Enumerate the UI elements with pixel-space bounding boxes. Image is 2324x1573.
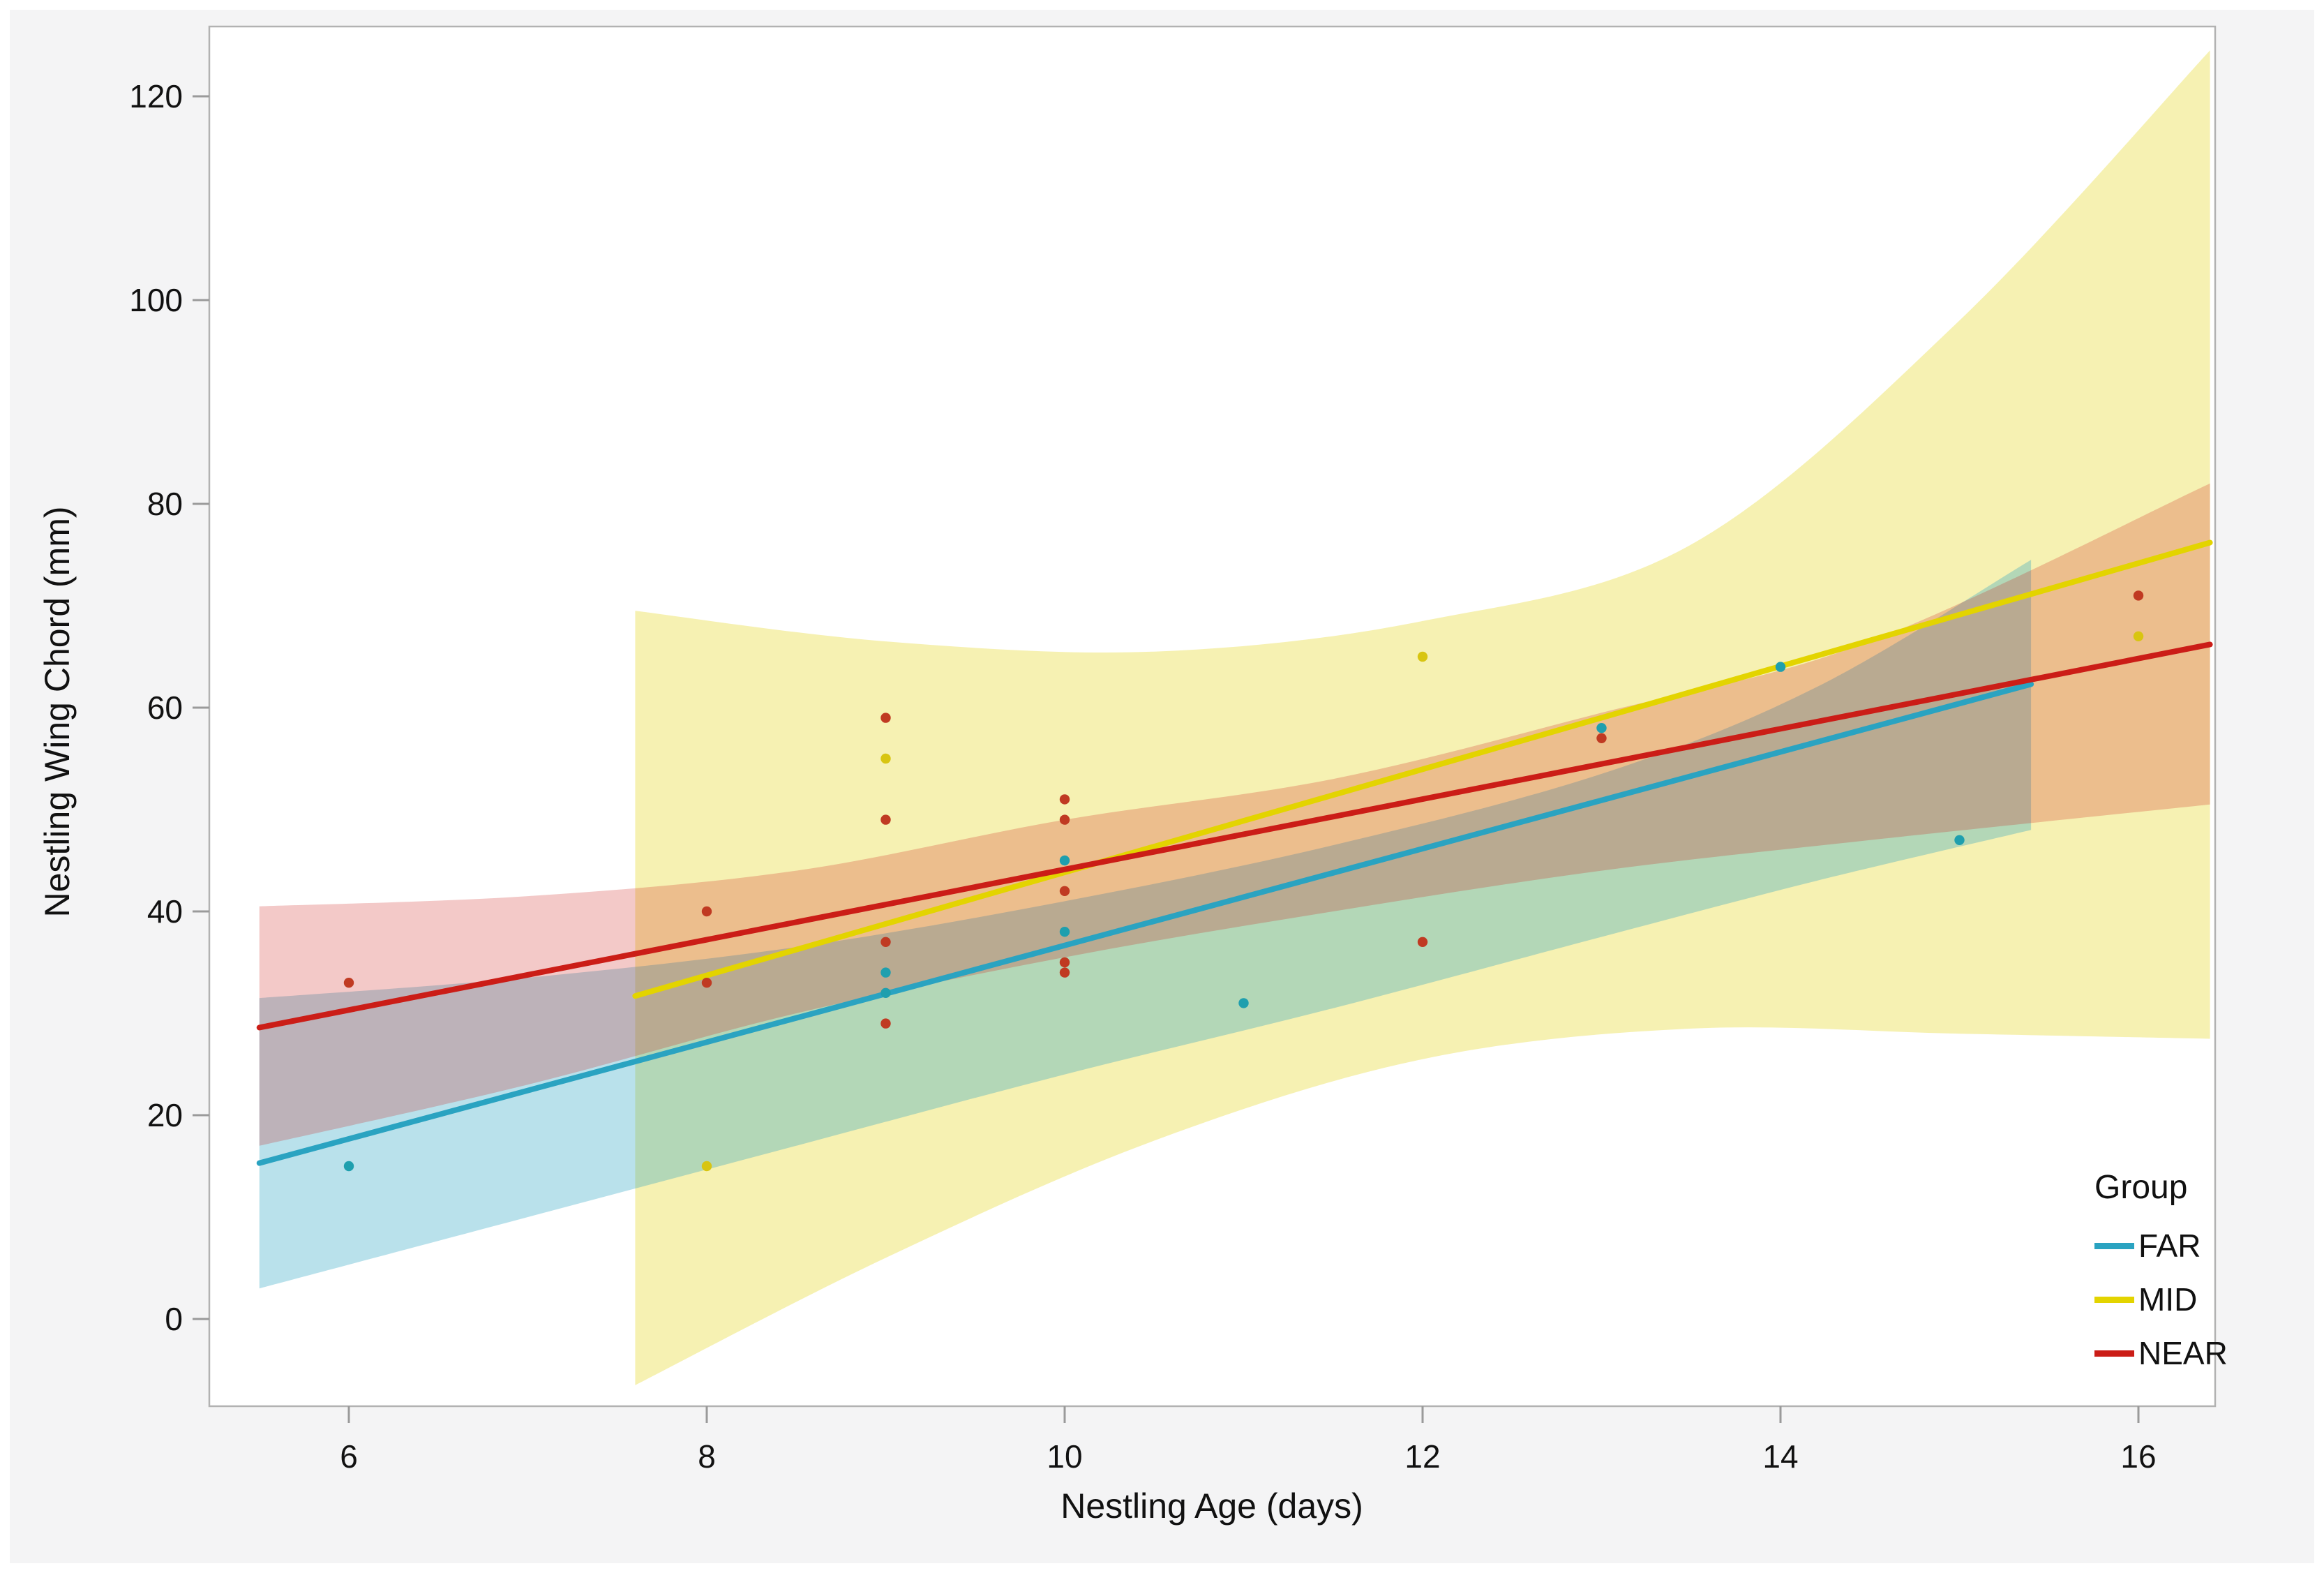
data-point-near[interactable] [1059,957,1070,968]
data-point-near[interactable] [1059,814,1070,825]
x-tick-label: 14 [1762,1438,1798,1475]
legend-item-far[interactable]: FAR [2094,1226,2228,1265]
x-tick-label: 8 [698,1438,716,1475]
x-axis-title: Nestling Age (days) [1060,1486,1363,1526]
data-point-far[interactable] [1238,998,1249,1008]
plot-area [209,27,2215,1406]
plot-frame [208,25,2217,1408]
confidence-band-mid [635,50,2210,1385]
confidence-band-near [259,483,2210,1146]
data-point-near[interactable] [701,978,712,988]
legend-swatch-near [2094,1350,2134,1357]
data-point-near[interactable] [1059,967,1070,978]
data-point-far[interactable] [880,967,891,978]
legend-label-far: FAR [2138,1228,2201,1264]
data-point-far[interactable] [1059,927,1070,937]
y-tick-label: 60 [147,689,183,726]
data-point-mid[interactable] [2133,631,2144,641]
y-tick-label: 20 [147,1097,183,1133]
x-tick-label: 6 [340,1438,358,1475]
legend-item-near[interactable]: NEAR [2094,1334,2228,1373]
data-point-far[interactable] [343,1161,354,1172]
legend-item-mid[interactable]: MID [2094,1280,2228,1319]
data-point-far[interactable] [1596,723,1607,733]
data-point-far[interactable] [1775,662,1786,672]
data-point-near[interactable] [701,906,712,917]
data-point-near[interactable] [880,937,891,948]
data-point-near[interactable] [1417,937,1428,948]
data-point-near[interactable] [343,978,354,988]
data-point-near[interactable] [2133,590,2144,601]
legend-label-mid: MID [2138,1281,2198,1318]
fit-line-far [256,681,2034,1166]
data-point-near[interactable] [1059,794,1070,805]
data-point-far[interactable] [1059,855,1070,866]
y-tick-label: 80 [147,486,183,522]
legend-swatch-mid [2094,1296,2134,1303]
data-point-near[interactable] [880,713,891,723]
legend-title: Group [2094,1169,2188,1206]
x-tick-label: 16 [2120,1438,2156,1475]
y-tick-label: 40 [147,893,183,930]
y-tick-label: 0 [165,1301,183,1337]
data-point-near[interactable] [880,814,891,825]
y-tick-label: 120 [129,78,183,114]
data-point-mid[interactable] [880,753,891,764]
data-point-far[interactable] [1954,835,1965,846]
data-point-mid[interactable] [1417,651,1428,662]
data-point-far[interactable] [880,987,891,999]
x-tick-label: 12 [1404,1438,1440,1475]
y-tick-label: 100 [129,282,183,318]
y-axis-title: Nestling Wing Chord (mm) [38,506,77,918]
legend-swatch-far [2094,1242,2134,1249]
fit-line-mid [632,539,2213,999]
data-point-near[interactable] [1596,733,1607,744]
fit-line-near [256,641,2213,1031]
data-point-near[interactable] [880,1018,891,1029]
legend-label-near: NEAR [2138,1335,2228,1371]
legend: Group FAR MID NEAR [2094,1168,2228,1387]
x-tick-label: 10 [1047,1438,1082,1475]
data-point-near[interactable] [1059,886,1070,897]
data-point-mid[interactable] [701,1161,712,1172]
